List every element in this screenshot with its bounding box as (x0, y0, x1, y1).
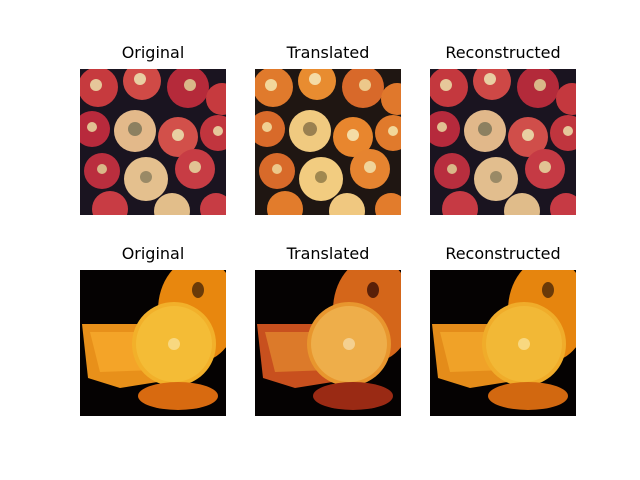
panel-title: Translated (286, 43, 370, 62)
panel-title: Translated (286, 244, 370, 263)
apple-cluster (255, 69, 401, 215)
apple-cluster (80, 69, 226, 215)
panel-title: Original (121, 244, 185, 263)
panel-title: Reconstructed (445, 244, 561, 263)
apples-translated-image (255, 69, 401, 215)
apples-original-image (80, 69, 226, 215)
panel-title: Original (121, 43, 185, 62)
panel-title: Reconstructed (445, 43, 561, 62)
oranges-translated-image (255, 270, 401, 416)
apples-reconstructed-image (430, 69, 576, 215)
apple-cluster (430, 69, 576, 215)
oranges-original-image (80, 270, 226, 416)
oranges-reconstructed-image (430, 270, 576, 416)
